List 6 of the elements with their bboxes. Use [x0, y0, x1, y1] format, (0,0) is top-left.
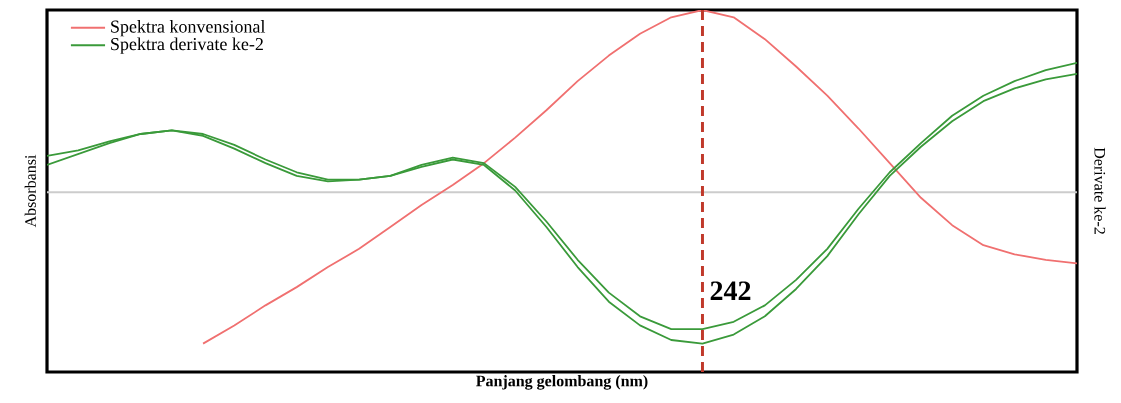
annotation: 242: [710, 281, 751, 300]
y-axis-title: Absorbansi: [24, 154, 36, 228]
x-axis-title: Panjang gelombang (nm): [476, 375, 648, 390]
legend-label: Spektra derivate ke-2: [111, 37, 263, 54]
legend-label: Spektra konvensional: [111, 20, 266, 37]
y2-axis-title: Derivate ke-2: [1094, 147, 1106, 234]
